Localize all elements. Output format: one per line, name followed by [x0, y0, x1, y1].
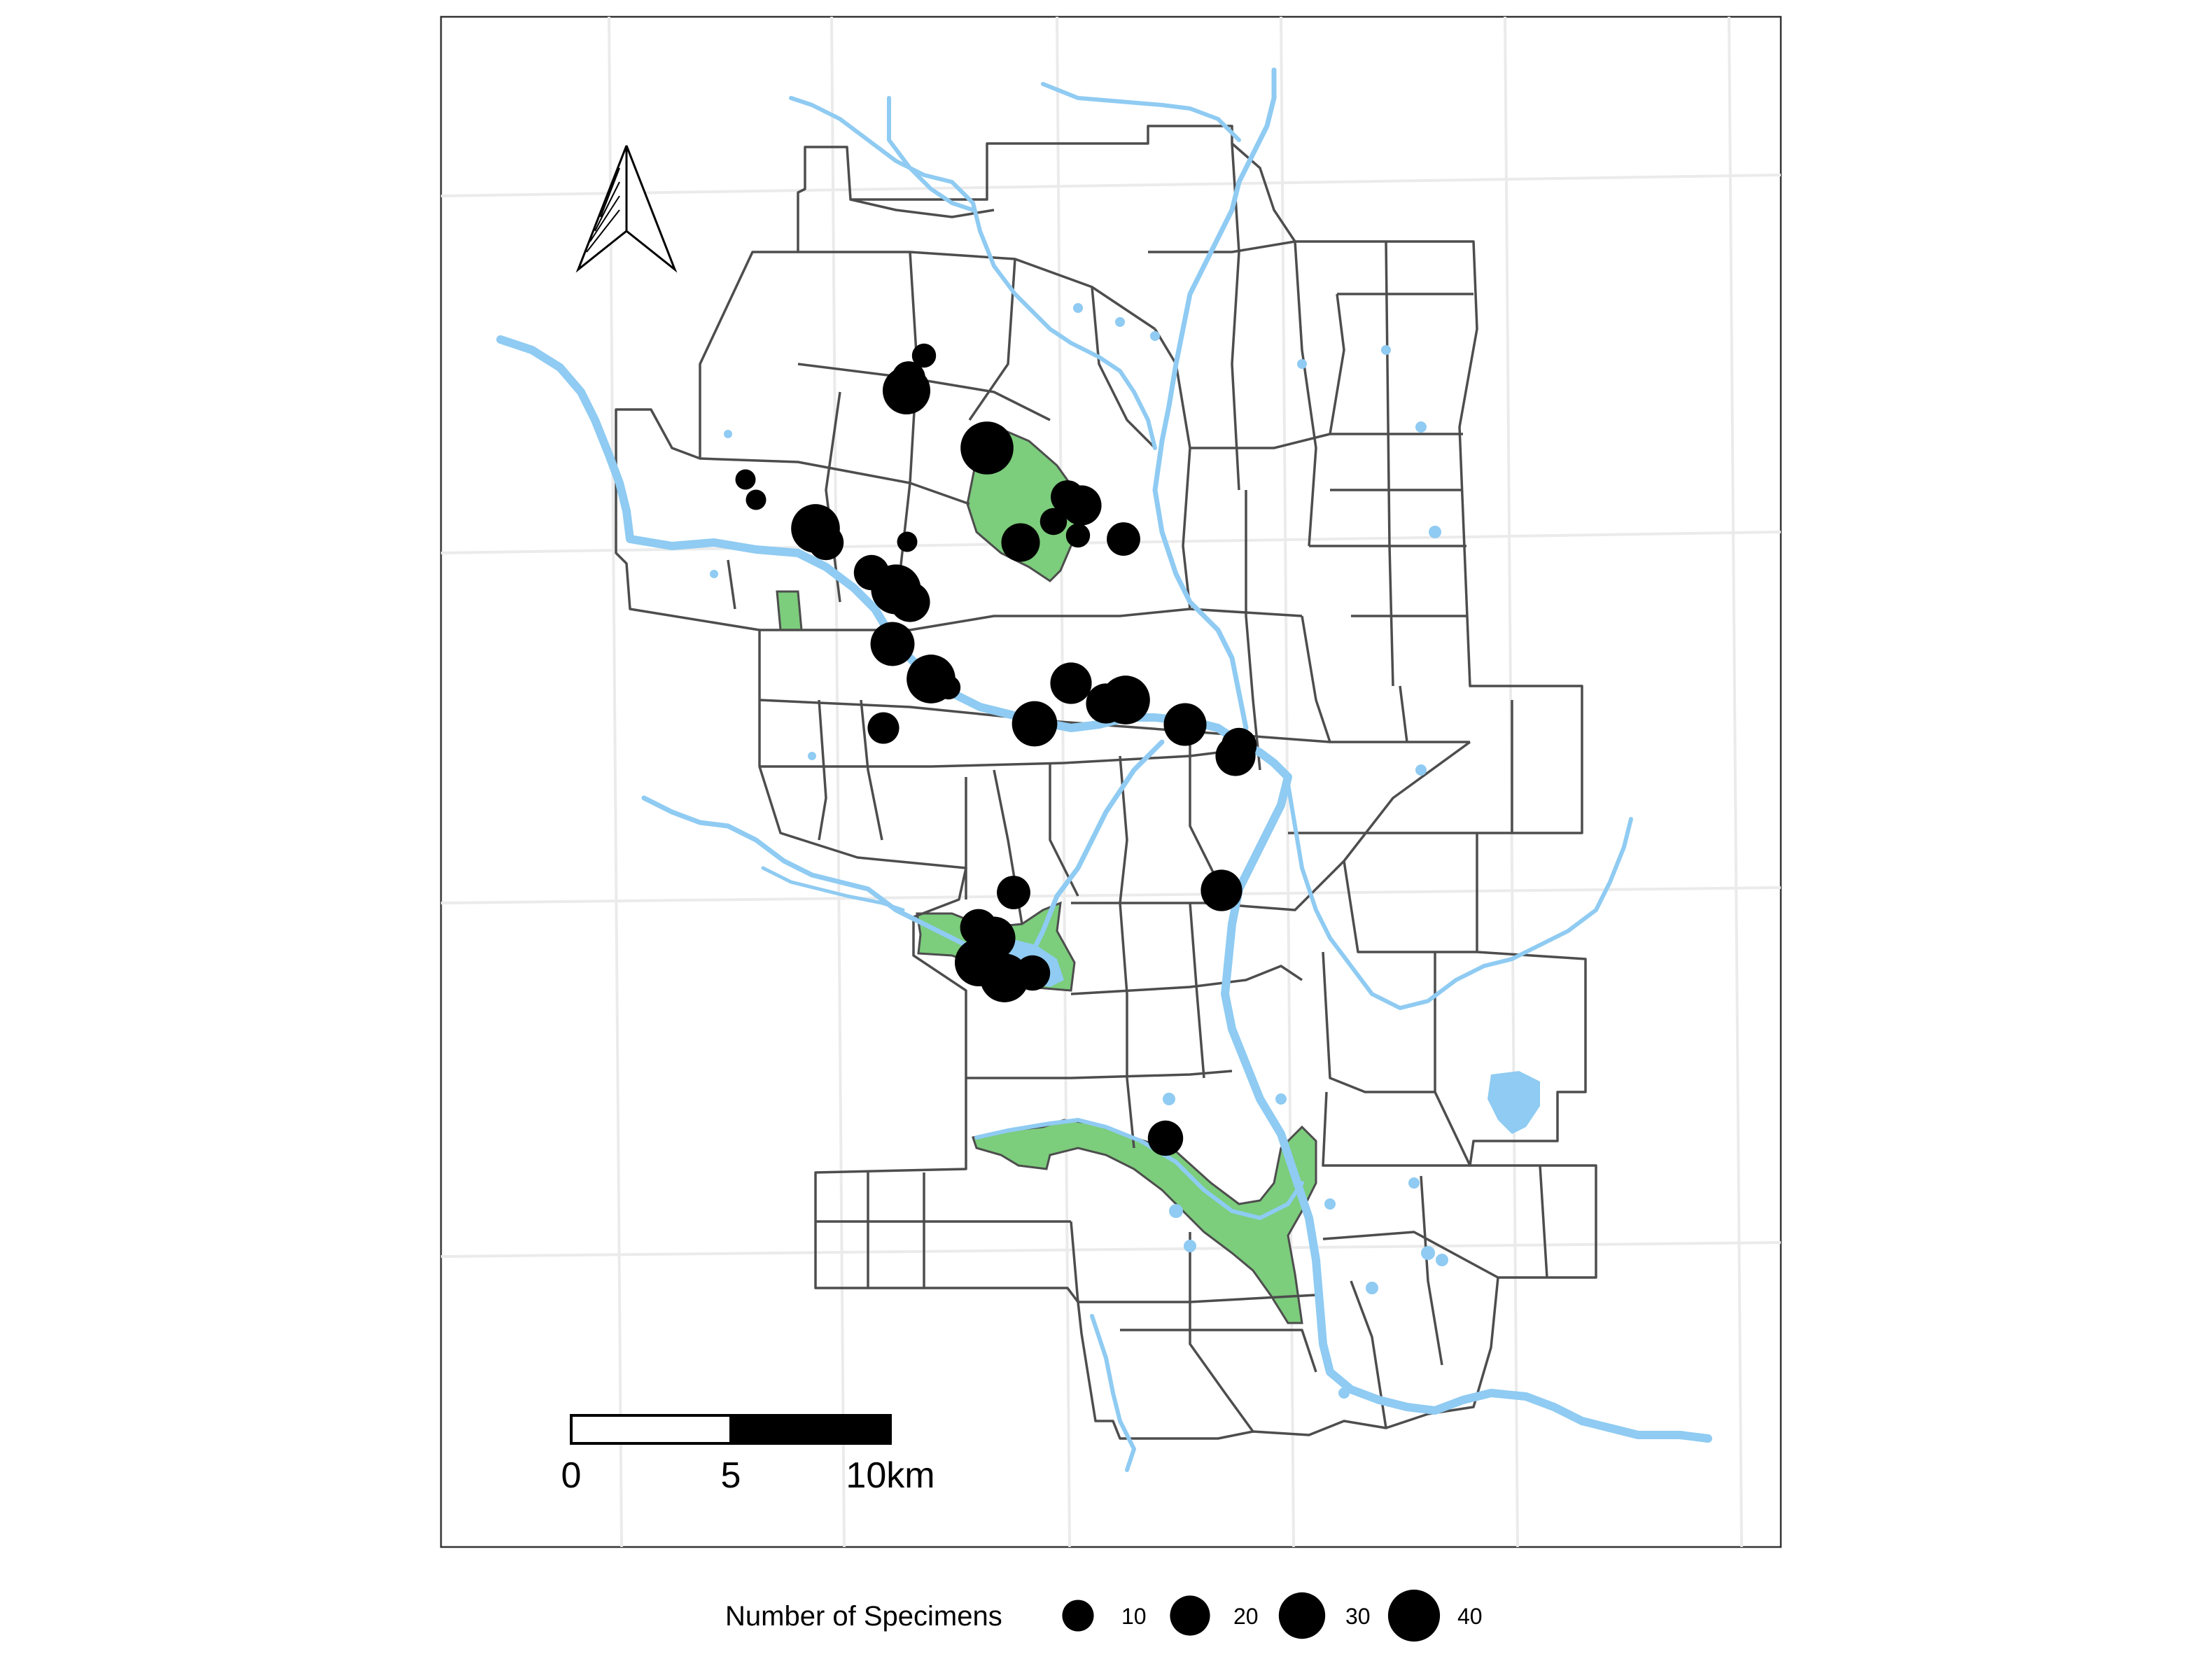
waterways	[496, 67, 1712, 1472]
park-west-small	[776, 590, 803, 631]
legend: Number of Specimens 10 20 30 40	[725, 1589, 1483, 1642]
legend-key-circle	[1170, 1595, 1210, 1636]
pine-creek	[1090, 1314, 1136, 1472]
specimen-point	[746, 489, 766, 510]
scale-label-0: 0	[561, 1455, 582, 1496]
specimen-point	[1040, 507, 1068, 536]
scale-bar: 0 5 10km	[561, 1414, 935, 1496]
specimen-point	[735, 469, 756, 490]
legend-key-circle	[1062, 1600, 1094, 1632]
specimen-point	[1061, 485, 1102, 526]
creek-southwest	[761, 866, 905, 912]
legend-keys: 10 20 30 40	[1062, 1589, 1483, 1642]
city-outline	[615, 125, 1597, 1440]
creek-north-east	[1041, 82, 1241, 142]
specimen-point	[1011, 701, 1058, 747]
specimen-point	[808, 524, 844, 561]
specimen-point	[870, 622, 915, 666]
specimen-point	[867, 712, 899, 744]
legend-key-label: 40	[1457, 1604, 1483, 1629]
shepard-creek	[1286, 782, 1633, 1010]
legend-key-circle	[1278, 1592, 1326, 1639]
specimen-point	[1101, 676, 1150, 724]
nose-creek	[1152, 67, 1277, 731]
specimen-point	[1050, 662, 1092, 704]
specimen-points	[735, 343, 1257, 1156]
legend-key-label: 10	[1121, 1604, 1147, 1629]
specimen-point	[936, 675, 961, 700]
specimen-point	[1065, 523, 1091, 548]
north-arrow-icon	[575, 145, 678, 273]
map-panel	[440, 15, 1782, 1548]
pond-east	[1488, 1071, 1540, 1134]
specimen-point	[960, 421, 1014, 475]
specimen-point	[882, 366, 931, 415]
specimen-point	[911, 343, 937, 368]
west-nose-creek	[789, 96, 1157, 450]
specimen-point	[890, 582, 930, 622]
specimen-point	[1221, 727, 1257, 764]
bow-river	[496, 335, 1712, 1443]
specimen-point	[1163, 703, 1207, 746]
specimen-point	[997, 876, 1030, 909]
legend-title: Number of Specimens	[725, 1601, 1002, 1632]
specimen-point	[897, 531, 918, 552]
creek-north	[887, 96, 975, 212]
specimen-point	[1001, 523, 1040, 562]
specimen-point	[1014, 955, 1051, 991]
specimen-point	[1147, 1120, 1184, 1156]
specimen-point	[1200, 869, 1242, 911]
scale-label-5: 5	[721, 1455, 741, 1496]
specimen-point	[1107, 522, 1140, 556]
scale-label-10km: 10km	[846, 1455, 934, 1496]
legend-key-label: 20	[1233, 1604, 1259, 1629]
legend-key-label: 30	[1345, 1604, 1371, 1629]
legend-key-circle	[1387, 1589, 1441, 1642]
